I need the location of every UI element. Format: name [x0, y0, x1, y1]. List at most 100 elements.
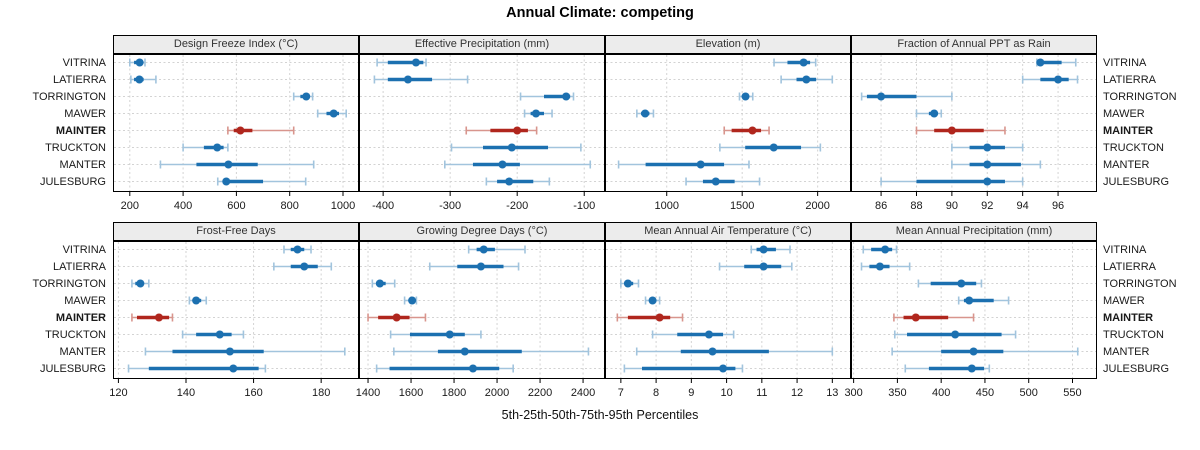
percentile-series-vitrina	[750, 245, 791, 254]
page-title: Annual Climate: competing	[506, 5, 694, 21]
percentile-series-latierra	[718, 262, 793, 271]
percentile-series-manter	[951, 160, 1042, 169]
axis-tick-label: -300	[439, 200, 461, 212]
axis-tick-label: 96	[1052, 200, 1064, 212]
row-label-left-truckton: TRUCKTON	[45, 141, 106, 154]
row-label-right-vitrina: VITRINA	[1103, 56, 1147, 69]
percentile-series-torrington	[620, 279, 640, 288]
percentile-series-mawer	[316, 109, 348, 118]
axis-tick-label: 88	[910, 200, 922, 212]
percentile-series-mawer	[188, 296, 208, 305]
row-label-right-julesburg: JULESBURG	[1103, 175, 1170, 188]
axis-tick-label: 2200	[528, 387, 552, 399]
axis-tick-label: 800	[281, 200, 299, 212]
axis-tick-label: 92	[981, 200, 993, 212]
percentile-series-torrington	[860, 92, 953, 101]
row-label-left-latierra: LATIERRA	[53, 73, 106, 86]
axis-tick-label: 8	[653, 387, 659, 399]
panel-canvas	[605, 241, 851, 379]
panel-strip: Design Freeze Index (°C)	[113, 35, 359, 54]
row-label-right-vitrina: VITRINA	[1103, 243, 1147, 256]
percentile-series-latierra	[1021, 75, 1079, 84]
panel-strip-label: Frost-Free Days	[196, 225, 276, 237]
percentile-series-mawer	[636, 109, 655, 118]
percentile-series-vitrina	[862, 245, 898, 254]
panel-strip: Elevation (m)	[605, 35, 851, 54]
percentile-series-torrington	[917, 279, 983, 288]
percentile-series-latierra	[860, 262, 911, 271]
axis-tick-label: 7	[618, 387, 624, 399]
panel-design-freeze-index-c-	[113, 54, 359, 192]
panel-mean-annual-precipitation-mm-	[851, 241, 1097, 379]
axis-tick-label: 9	[688, 387, 694, 399]
row-label-right-mawer: MAWER	[1103, 107, 1145, 120]
row-label-right-mainter: MAINTER	[1103, 124, 1154, 137]
panel-strip: Effective Precipitation (mm)	[359, 35, 605, 54]
panel-canvas	[359, 241, 605, 379]
panel-canvas	[851, 54, 1097, 192]
percentile-series-julesburg	[904, 364, 991, 373]
percentile-series-julesburg	[623, 364, 744, 373]
percentile-series-torrington	[131, 279, 150, 288]
axis-tick-label: 1600	[399, 387, 423, 399]
panel-strip-label: Effective Precipitation (mm)	[414, 38, 550, 50]
axis-tick-label: 12	[791, 387, 803, 399]
axis-tick-label: 1000	[654, 200, 678, 212]
axis-tick-label: 1800	[442, 387, 466, 399]
axis-tick-label: 180	[312, 387, 330, 399]
row-label-right-truckton: TRUCKTON	[1103, 141, 1164, 154]
axis-tick-label: -100	[573, 200, 595, 212]
percentile-series-mawer	[957, 296, 1010, 305]
row-label-left-vitrina: VITRINA	[62, 56, 106, 69]
panel-growing-degree-days-c-	[359, 241, 605, 379]
panel-strip-label: Mean Annual Air Temperature (°C)	[644, 225, 812, 237]
axis-tick-label: 500	[1020, 387, 1038, 399]
percentile-series-truckton	[450, 143, 582, 152]
row-label-left-manter: MANTER	[59, 345, 106, 358]
axis-tick-label: 1000	[331, 200, 355, 212]
axis-tick-label: 2000	[805, 200, 829, 212]
axis-tick-label: 400	[932, 387, 950, 399]
axis-tick-label: 1500	[730, 200, 754, 212]
panel-elevation-m-	[605, 54, 851, 192]
axis-tick-label: -200	[506, 200, 528, 212]
row-label-left-julesburg: JULESBURG	[39, 175, 106, 188]
row-label-right-latierra: LATIERRA	[1103, 260, 1156, 273]
row-label-left-truckton: TRUCKTON	[45, 328, 106, 341]
axis-tick-label: 140	[177, 387, 195, 399]
percentile-series-manter	[443, 160, 592, 169]
panel-canvas	[113, 54, 359, 192]
percentile-series-julesburg	[127, 364, 267, 373]
axis-tick-label: 13	[826, 387, 838, 399]
percentile-series-manter	[159, 160, 315, 169]
percentile-series-torrington	[371, 279, 396, 288]
panel-strip-label: Design Freeze Index (°C)	[173, 38, 299, 50]
percentile-series-latierra	[273, 262, 333, 271]
row-label-right-torrington: TORRINGTON	[1103, 277, 1177, 290]
panel-strip: Frost-Free Days	[113, 222, 359, 241]
percentile-series-mawer	[644, 296, 661, 305]
percentile-series-latierra	[780, 75, 834, 84]
percentile-series-vitrina	[773, 58, 817, 67]
panel-strip: Mean Annual Air Temperature (°C)	[605, 222, 851, 241]
percentile-series-mainter	[227, 126, 295, 135]
axis-tick-label: 11	[756, 387, 767, 399]
row-label-left-torrington: TORRINGTON	[32, 277, 106, 290]
percentile-series-julesburg	[685, 177, 761, 186]
percentile-series-manter	[617, 160, 750, 169]
row-label-left-mainter: MAINTER	[55, 124, 106, 137]
percentile-series-julesburg	[375, 364, 514, 373]
panel-canvas	[113, 241, 359, 379]
axis-tick-label: 200	[121, 200, 139, 212]
axis-tick-label: -400	[372, 200, 394, 212]
panel-frost-free-days	[113, 241, 359, 379]
panel-canvas	[851, 241, 1097, 379]
percentile-series-mainter	[131, 313, 174, 322]
percentile-series-vitrina	[128, 58, 146, 67]
row-label-left-mainter: MAINTER	[55, 311, 106, 324]
row-label-left-manter: MANTER	[59, 158, 106, 171]
axis-tick-label: 94	[1017, 200, 1029, 212]
panel-strip: Fraction of Annual PPT as Rain	[851, 35, 1097, 54]
percentile-series-torrington	[738, 92, 754, 101]
